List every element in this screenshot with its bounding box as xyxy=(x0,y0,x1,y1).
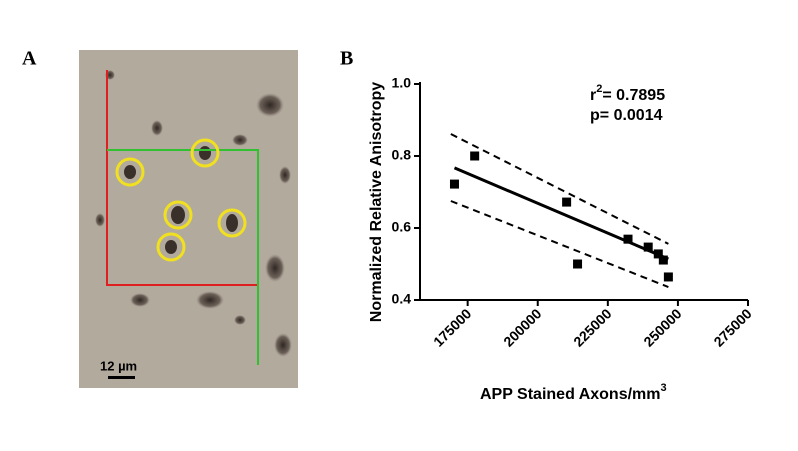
point xyxy=(623,234,633,244)
x-axis-label-text: APP Stained Axons/mm xyxy=(480,386,661,403)
point xyxy=(658,255,668,265)
panel-label: B xyxy=(340,48,353,70)
x-axis-label: APP Stained Axons/mm3 xyxy=(480,382,667,403)
point xyxy=(449,179,459,189)
point xyxy=(653,249,663,259)
y-tick-label: 0.6 xyxy=(392,219,412,235)
x-tick-label: 225000 xyxy=(570,305,614,349)
annotation-value: = 0.7895 xyxy=(602,87,665,104)
y-tick-label: 0.4 xyxy=(392,291,412,307)
annotation-r: r xyxy=(590,87,596,104)
y-tick-label: 1.0 xyxy=(392,75,412,91)
confidence-band xyxy=(450,133,669,245)
point xyxy=(573,259,583,269)
x-axis-label-sup: 3 xyxy=(661,382,667,394)
confidence-band xyxy=(450,200,669,288)
x-tick-label: 275000 xyxy=(710,305,754,349)
annotation-sup: 2 xyxy=(596,83,602,95)
panel-label: A xyxy=(22,48,37,70)
x-tick-label: 200000 xyxy=(500,305,544,349)
point xyxy=(470,151,480,161)
point xyxy=(643,242,653,252)
annotation: r2= 0.7895 xyxy=(590,83,665,104)
point xyxy=(663,272,673,282)
micrograph: 12 µm xyxy=(79,50,298,388)
regression-line xyxy=(453,166,669,261)
scale-bar-label: 12 µm xyxy=(100,358,137,373)
y-axis-label: Normalized Relative Anisotropy xyxy=(368,82,385,322)
point xyxy=(562,197,572,207)
y-tick-label: 0.8 xyxy=(392,147,412,163)
x-tick-label: 250000 xyxy=(640,305,684,349)
annotation: p= 0.0014 xyxy=(590,107,663,124)
x-tick-label: 175000 xyxy=(430,305,474,349)
